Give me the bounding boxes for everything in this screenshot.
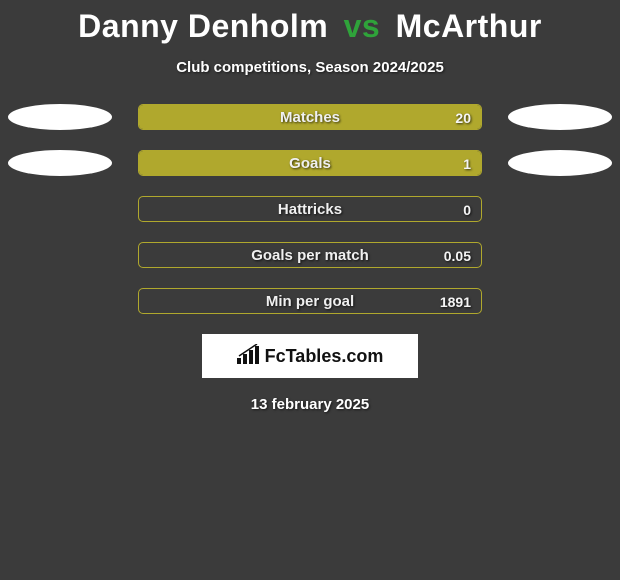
stat-label: Min per goal xyxy=(139,289,481,314)
stat-row: Goals per match0.05 xyxy=(0,242,620,268)
stat-bar-track: Matches20 xyxy=(138,104,482,130)
player1-ellipse xyxy=(8,104,112,130)
stat-row: Hattricks0 xyxy=(0,196,620,222)
stat-bar-track: Goals per match0.05 xyxy=(138,242,482,268)
branding-chart-icon xyxy=(237,344,259,369)
stat-row: Min per goal1891 xyxy=(0,288,620,314)
branding-text: FcTables.com xyxy=(265,346,384,367)
comparison-title: Danny Denholm vs McArthur xyxy=(0,0,620,45)
subtitle: Club competitions, Season 2024/2025 xyxy=(0,59,620,76)
stat-bar-track: Hattricks0 xyxy=(138,196,482,222)
stat-value: 0.05 xyxy=(444,243,471,268)
player1-name: Danny Denholm xyxy=(78,8,328,44)
stat-bar-track: Goals1 xyxy=(138,150,482,176)
stat-label: Goals per match xyxy=(139,243,481,268)
branding-box: FcTables.com xyxy=(202,334,418,378)
stat-bar-fill xyxy=(139,105,481,129)
stat-value: 1891 xyxy=(440,289,471,314)
date-text: 13 february 2025 xyxy=(0,396,620,413)
stat-bar-fill xyxy=(139,151,481,175)
stat-value: 0 xyxy=(463,197,471,222)
stat-row: Matches20 xyxy=(0,104,620,130)
stat-label: Hattricks xyxy=(139,197,481,222)
stats-arena: Matches20 Goals1 Hattricks0 Goals per match… xyxy=(0,104,620,314)
vs-word: vs xyxy=(344,8,381,44)
player1-ellipse xyxy=(8,150,112,176)
stat-row: Goals1 xyxy=(0,150,620,176)
stat-bar-track: Min per goal1891 xyxy=(138,288,482,314)
player2-ellipse xyxy=(508,150,612,176)
player2-name: McArthur xyxy=(396,8,542,44)
player2-ellipse xyxy=(508,104,612,130)
